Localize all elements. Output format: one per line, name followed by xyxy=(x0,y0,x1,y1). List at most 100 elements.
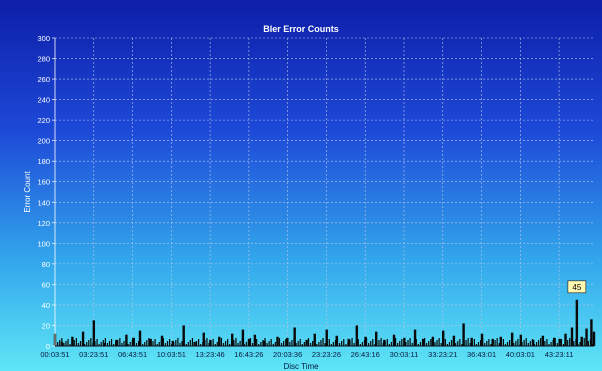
baseline-bar xyxy=(486,341,488,346)
baseline-bar xyxy=(237,343,239,346)
baseline-bar xyxy=(513,343,515,346)
baseline-bar xyxy=(218,340,220,346)
baseline-bar xyxy=(556,343,558,346)
baseline-bar xyxy=(160,340,162,346)
error-bar xyxy=(442,330,445,346)
baseline-bar xyxy=(84,344,86,346)
baseline-bar xyxy=(587,341,589,346)
baseline-bar xyxy=(278,338,281,346)
baseline-bar xyxy=(492,342,494,346)
baseline-bar xyxy=(115,342,117,346)
baseline-bar xyxy=(162,338,164,346)
baseline-bar xyxy=(339,343,341,346)
baseline-bar xyxy=(318,342,320,346)
baseline-bar xyxy=(525,338,527,346)
baseline-bar xyxy=(440,343,442,346)
baseline-bar xyxy=(442,341,444,346)
y-tick-label: 200 xyxy=(37,137,50,146)
y-tick-label: 20 xyxy=(42,321,50,330)
baseline-bar xyxy=(390,342,393,346)
error-bar xyxy=(519,334,523,346)
baseline-bar xyxy=(394,338,397,346)
baseline-bar xyxy=(482,338,484,346)
baseline-bar xyxy=(152,341,154,346)
baseline-bar xyxy=(291,340,293,346)
baseline-bar xyxy=(519,344,521,346)
baseline-bar xyxy=(231,342,233,346)
x-tick-label: 13:23:46 xyxy=(196,350,225,359)
baseline-bar xyxy=(98,344,100,346)
baseline-bar xyxy=(61,338,63,346)
baseline-bar xyxy=(266,343,268,346)
baseline-bar xyxy=(235,338,237,346)
baseline-bar xyxy=(117,340,119,346)
baseline-bar xyxy=(562,344,565,346)
error-bar xyxy=(92,320,96,346)
error-bar xyxy=(115,339,118,346)
baseline-bar xyxy=(239,341,241,346)
baseline-bar xyxy=(347,342,349,346)
baseline-bar xyxy=(550,342,552,346)
baseline-bar xyxy=(531,339,534,346)
x-axis-label: Disc Time xyxy=(283,362,319,371)
chart-title: Bler Error Counts xyxy=(263,24,339,34)
x-tick-label: 36:43:01 xyxy=(467,350,496,359)
baseline-bar xyxy=(407,340,409,346)
baseline-bar xyxy=(353,343,355,346)
baseline-bar xyxy=(575,339,577,346)
baseline-bar xyxy=(450,340,453,346)
error-bar xyxy=(590,319,593,346)
baseline-bar xyxy=(363,340,366,346)
x-tick-label: 33:23:21 xyxy=(428,350,457,359)
error-bar xyxy=(138,330,142,346)
baseline-bar xyxy=(175,340,177,346)
baseline-bar xyxy=(523,340,525,346)
baseline-bar xyxy=(355,341,357,346)
baseline-bar xyxy=(529,341,531,346)
axis-layer: 0 20 40 60 80 100 120 140 160 180 200 220 240 260 280 3… xyxy=(37,34,594,359)
error-bar xyxy=(209,339,212,346)
baseline-bar xyxy=(343,339,345,346)
error-bar xyxy=(171,340,174,346)
baseline-bar xyxy=(210,341,212,346)
baseline-bar xyxy=(193,343,196,346)
baseline-bar xyxy=(374,344,376,346)
baseline-bar xyxy=(372,339,374,346)
baseline-bar xyxy=(243,344,245,346)
baseline-bar xyxy=(475,344,478,346)
baseline-bar xyxy=(185,344,187,346)
baseline-bar xyxy=(384,341,386,346)
baseline-bar xyxy=(589,339,592,346)
baseline-bar xyxy=(564,342,567,346)
x-tick-label: 10:03:51 xyxy=(157,350,186,359)
baseline-bar xyxy=(164,343,167,346)
y-tick-label: 180 xyxy=(37,157,50,166)
baseline-bar xyxy=(419,342,422,346)
baseline-bar xyxy=(314,339,316,346)
baseline-bar xyxy=(506,342,509,346)
baseline-bar xyxy=(139,339,142,346)
error-bar xyxy=(253,334,257,346)
baseline-bar xyxy=(453,338,455,346)
x-tick-label: 40:03:01 xyxy=(506,350,535,359)
peak-callout-box xyxy=(567,280,587,294)
baseline-bar xyxy=(341,341,343,346)
baseline-bar xyxy=(326,341,328,346)
error-bar xyxy=(552,337,556,346)
baseline-bar xyxy=(214,344,216,346)
baseline-bar xyxy=(272,344,274,346)
baseline-bar xyxy=(202,342,204,346)
baseline-bar xyxy=(276,340,279,346)
error-bar xyxy=(81,331,85,346)
error-bar xyxy=(103,342,106,346)
baseline-bar xyxy=(154,339,156,346)
error-bar xyxy=(541,335,545,346)
y-tick-label: 120 xyxy=(37,219,50,228)
baseline-bar xyxy=(222,343,225,346)
baseline-bar xyxy=(113,344,115,346)
baseline-bar xyxy=(307,338,310,346)
baseline-bar xyxy=(77,343,80,346)
baseline-bar xyxy=(251,343,254,346)
